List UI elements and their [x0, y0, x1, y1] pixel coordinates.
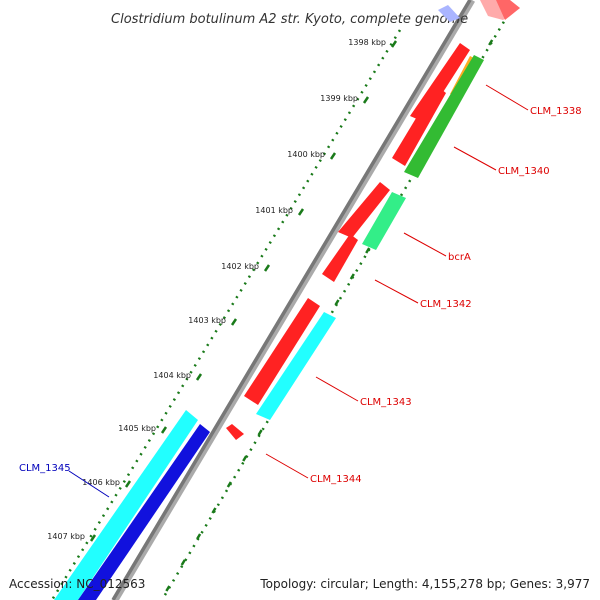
tick-mark	[390, 40, 398, 48]
tick-label: 1400 kbp	[287, 150, 325, 159]
backbone	[111, 0, 472, 600]
tick-label: 1402 kbp	[221, 262, 259, 271]
tick-mark	[89, 534, 97, 542]
topology-text: Topology: circular; Length: 4,155,278 bp…	[260, 577, 590, 591]
label-clm-1340: CLM_1340	[498, 166, 550, 177]
leader-bcra	[403, 232, 447, 257]
feature-top-red-dark	[496, 0, 520, 20]
minor-tick	[180, 559, 186, 566]
label-clm-1342: CLM_1342	[420, 299, 472, 310]
minor-tick	[349, 273, 355, 280]
leader-clm-1343	[315, 376, 359, 402]
leader-clm-1340	[453, 146, 497, 171]
gene-clm-1344	[226, 424, 244, 440]
gene-clm-1345-blue	[78, 424, 210, 600]
tick-mark	[297, 208, 305, 216]
gene-clm-1342-b	[322, 234, 358, 282]
minor-tick	[334, 299, 340, 306]
tick-mark	[230, 318, 238, 326]
tick-label: 1404 kbp	[153, 371, 191, 380]
leader-clm-1338	[485, 84, 529, 111]
gene-clm-1343	[256, 312, 336, 420]
tick-mark	[160, 426, 168, 434]
leader-clm-1345	[68, 470, 110, 498]
minor-tick	[257, 429, 263, 436]
label-clm-1344: CLM_1344	[310, 474, 362, 485]
feature-top-blue	[438, 5, 460, 22]
tick-mark	[362, 96, 370, 104]
outer-dotted-track	[50, 29, 402, 600]
gene-clm-1345-cyan	[54, 410, 198, 600]
tick-label: 1407 kbp	[47, 532, 85, 541]
tick-label: 1405 kbp	[118, 424, 156, 433]
gene-clm-1343-red	[244, 298, 320, 405]
tick-mark	[124, 480, 132, 488]
minor-tick	[196, 533, 202, 540]
genome-title: Clostridium botulinum A2 str. Kyoto, com…	[111, 12, 468, 27]
minor-tick	[165, 585, 171, 592]
minor-tick	[226, 481, 232, 488]
accession-text: Accession: NC_012563	[9, 577, 146, 591]
tick-label: 1406 kbp	[82, 478, 120, 487]
leader-clm-1342	[374, 279, 419, 304]
tick-mark	[263, 264, 271, 272]
gene-clm-1338	[410, 43, 470, 122]
tick-label: 1399 kbp	[320, 94, 358, 103]
gene-clm-1342	[338, 182, 390, 238]
gene-clm-1338-b	[392, 85, 446, 166]
minor-tick	[242, 455, 248, 462]
label-clm-1343: CLM_1343	[360, 397, 412, 408]
gene-bcra	[362, 192, 406, 250]
minor-tick	[488, 39, 494, 46]
tick-mark	[195, 373, 203, 381]
tick-mark	[329, 152, 337, 160]
label-clm-1345: CLM_1345	[19, 463, 71, 474]
tick-label: 1401 kbp	[255, 206, 293, 215]
gene-clm-1340	[404, 55, 484, 178]
tick-labels: 1398 kbp 1399 kbp 1400 kbp 1401 kbp 1402 kbp…	[47, 38, 386, 541]
tick-label: 1403 kbp	[188, 316, 226, 325]
leader-clm-1344	[265, 453, 309, 479]
minor-tick	[211, 507, 217, 514]
label-bcra: bcrA	[448, 252, 471, 263]
tick-label: 1398 kbp	[348, 38, 386, 47]
minor-tick	[365, 247, 371, 254]
label-clm-1338: CLM_1338	[530, 106, 582, 117]
